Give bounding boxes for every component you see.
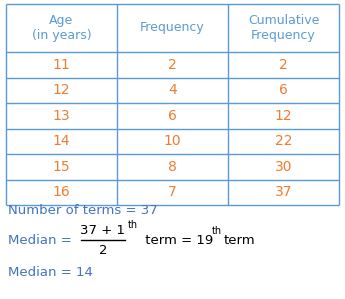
Text: 13: 13 bbox=[53, 109, 70, 123]
Text: 12: 12 bbox=[275, 109, 292, 123]
Text: 10: 10 bbox=[164, 134, 181, 148]
Text: 6: 6 bbox=[279, 83, 288, 97]
Text: 6: 6 bbox=[168, 109, 177, 123]
Text: 15: 15 bbox=[53, 160, 70, 174]
Text: Frequency: Frequency bbox=[140, 22, 205, 34]
Text: 2: 2 bbox=[99, 243, 107, 257]
Text: Number of terms = 37: Number of terms = 37 bbox=[8, 204, 158, 216]
Text: 4: 4 bbox=[168, 83, 177, 97]
Text: term = 19: term = 19 bbox=[141, 234, 213, 246]
Text: th: th bbox=[212, 226, 222, 236]
Text: term: term bbox=[224, 234, 256, 246]
Text: Median = 14: Median = 14 bbox=[8, 266, 93, 278]
Text: 8: 8 bbox=[168, 160, 177, 174]
Text: 37: 37 bbox=[275, 185, 292, 199]
Text: 14: 14 bbox=[53, 134, 70, 148]
Text: 11: 11 bbox=[53, 58, 70, 72]
Text: 16: 16 bbox=[53, 185, 70, 199]
Text: Median =: Median = bbox=[8, 234, 76, 246]
Text: 30: 30 bbox=[275, 160, 292, 174]
Text: Cumulative
Frequency: Cumulative Frequency bbox=[248, 14, 319, 42]
Text: 2: 2 bbox=[279, 58, 288, 72]
Text: th: th bbox=[128, 220, 138, 230]
Text: 2: 2 bbox=[168, 58, 177, 72]
Text: 22: 22 bbox=[275, 134, 292, 148]
Text: 37 + 1: 37 + 1 bbox=[80, 225, 126, 237]
Text: 7: 7 bbox=[168, 185, 177, 199]
Text: 12: 12 bbox=[53, 83, 70, 97]
Text: Age
(in years): Age (in years) bbox=[32, 14, 91, 42]
